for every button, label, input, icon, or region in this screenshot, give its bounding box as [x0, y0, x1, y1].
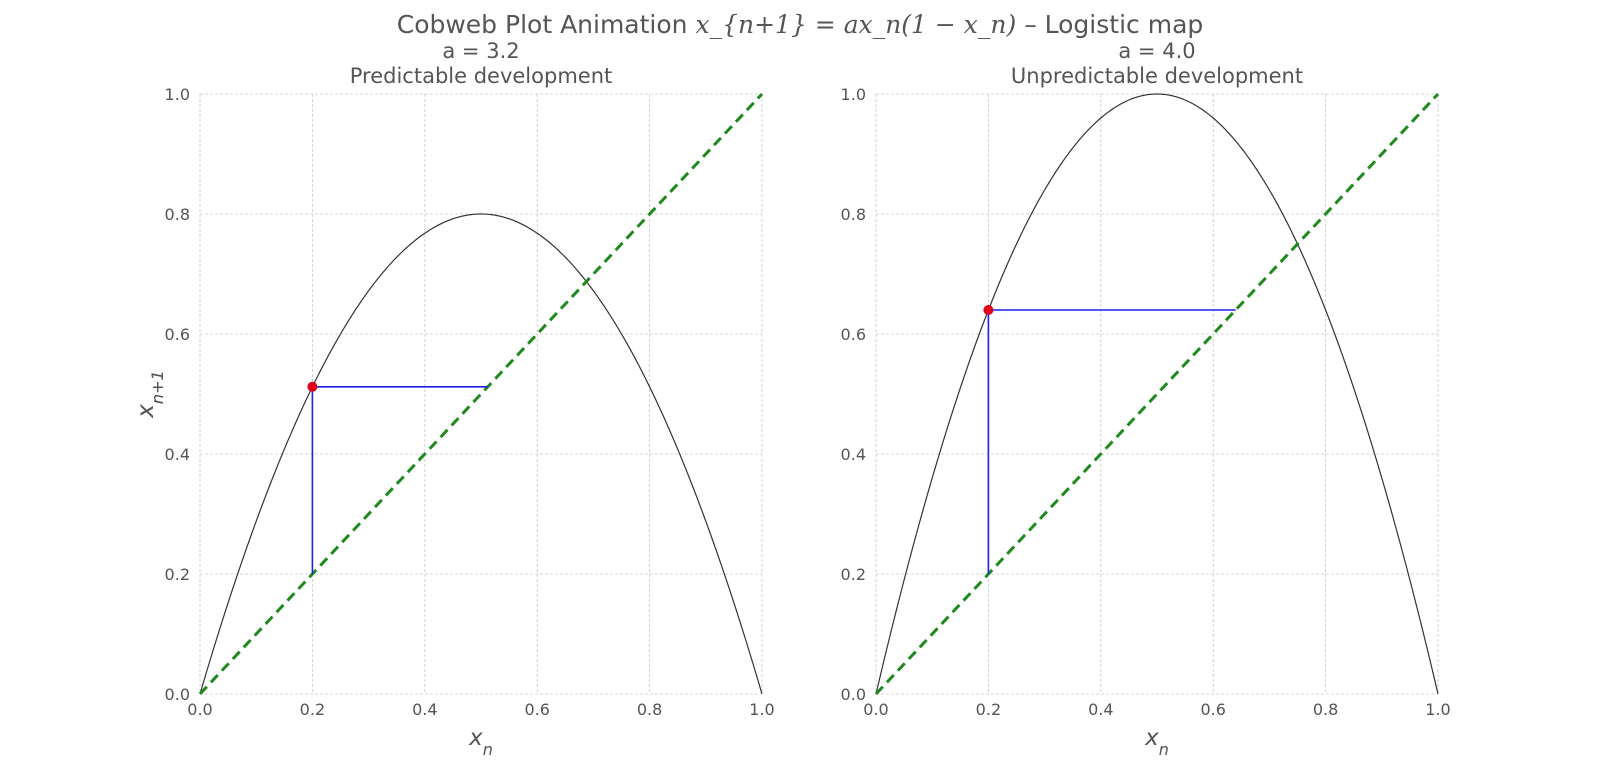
x-tick-label: 0.4	[412, 700, 437, 719]
current-point-marker	[983, 305, 994, 315]
chart-param-label: a = 3.2	[442, 39, 519, 63]
y-tick-label: 1.0	[841, 85, 866, 104]
x-tick-label: 0.0	[187, 700, 212, 719]
chart-panel-2: 0.0 0.2 0.4 0.6 0.8 1.0 0.0 0.2 0.4 0.6 0.8 1.0 a = …	[133, 39, 1451, 759]
logistic-curve	[199, 213, 763, 695]
x-tick-label: 0.4	[1088, 700, 1113, 719]
x-tick-label: 0.2	[976, 700, 1001, 719]
y-tick-label: 1.0	[165, 85, 190, 104]
x-tick-label: 0.6	[1200, 700, 1225, 719]
current-point-marker	[307, 381, 318, 392]
figure-title-text: Cobweb Plot Animation	[396, 10, 688, 39]
y-tick-label: 0.6	[165, 325, 190, 344]
x-tick-label: 0.8	[637, 700, 662, 719]
y-tick-label: 0.4	[165, 445, 190, 464]
y-tick-label: 0.8	[165, 205, 190, 224]
identity-diagonal	[198, 92, 764, 696]
x-tick-label: 1.0	[749, 700, 774, 719]
figure-title-suffix: – Logistic map	[1024, 10, 1204, 39]
y-tick-label: 0.8	[841, 205, 866, 224]
logistic-curve	[875, 93, 1439, 695]
chart-title: Unpredictable development	[1011, 64, 1303, 88]
y-axis-label: xn+1	[133, 370, 167, 418]
chart-panel-1: 0.0 0.2 0.4 0.6 0.8 1.0 0.0 0.2 0.4 0.6 0.8 1.0 a = …	[133, 39, 775, 759]
x-axis-label: xn	[468, 725, 493, 759]
x-tick-label: 0.0	[863, 700, 888, 719]
x-tick-label: 1.0	[1425, 700, 1450, 719]
y-tick-label: 0.0	[841, 685, 866, 704]
x-tick-label: 0.8	[1313, 700, 1338, 719]
x-axis-label: xn	[1144, 725, 1169, 759]
figure-title: Cobweb Plot Animation x_{n+1} = ax_n(1 −…	[0, 10, 1600, 39]
x-tick-label: 0.6	[524, 700, 549, 719]
figure-title-formula: x_{n+1} = ax_n(1 − x_n)	[695, 10, 1017, 39]
y-tick-label: 0.6	[841, 325, 866, 344]
identity-diagonal	[874, 92, 1440, 696]
y-tick-label: 0.0	[165, 685, 190, 704]
y-axis-label: xn+1	[133, 370, 167, 418]
y-tick-label: 0.2	[165, 565, 190, 584]
chart-title: Predictable development	[350, 64, 613, 88]
y-tick-label: 0.2	[841, 565, 866, 584]
y-tick-label: 0.4	[841, 445, 866, 464]
chart-param-label: a = 4.0	[1118, 39, 1195, 63]
x-tick-label: 0.2	[300, 700, 325, 719]
